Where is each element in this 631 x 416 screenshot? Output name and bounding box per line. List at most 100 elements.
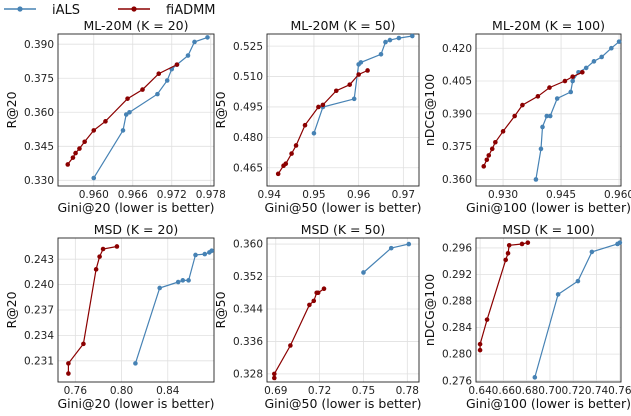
y-tick-label: 0.360 [24, 107, 54, 119]
subplot-3: 0.930 0.945 0.960 0.360 0.375 0.390 0.405 0.420… [422, 18, 631, 215]
data-point-fiadmm [484, 157, 490, 163]
data-point-ials [361, 270, 366, 275]
data-point-ials [193, 252, 198, 258]
series-line-fiadmm [277, 69, 368, 175]
data-point-ials [123, 112, 129, 117]
data-point-ials [155, 91, 160, 97]
data-point-fiadmm [505, 250, 511, 256]
data-point-fiadmm [489, 146, 495, 152]
x-tick-label: 0.72 [308, 385, 331, 397]
subplot-title: MSD (K = 50) [301, 222, 386, 237]
data-point-fiadmm [125, 96, 130, 101]
subplot-title: ML-20M (K = 100) [492, 18, 605, 33]
x-axis-label: Gini@50 (lower is better) [264, 200, 421, 215]
plot-frame [57, 33, 215, 187]
series-ials [361, 241, 412, 275]
data-point-ials [378, 51, 384, 57]
y-tick-label: 0.345 [24, 141, 54, 153]
data-point-fiadmm [293, 143, 299, 148]
data-point-fiadmm [477, 347, 483, 353]
data-point-fiadmm [70, 155, 76, 160]
plot-frame [266, 33, 420, 187]
x-tick-label: 0.960 [604, 189, 631, 201]
series-line-ials [93, 36, 208, 179]
subplot-title: ML-20M (K = 20) [84, 18, 189, 33]
x-axis-label: Gini@20 (lower is better) [57, 396, 214, 411]
subplot-grid: 0.960 0.966 0.972 0.978 0.330 0.345 0.360 0.375… [4, 18, 631, 411]
y-axis-label: nDCG@100 [422, 74, 437, 146]
data-point-fiadmm [562, 78, 568, 84]
data-point-fiadmm [103, 119, 108, 124]
data-point-fiadmm [512, 113, 517, 119]
subplot-5: 0.69 0.72 0.75 0.78 0.328 0.336 0.344 0.352 0.36… [213, 222, 422, 411]
y-tick-label: 0.280 [442, 349, 472, 361]
y-axis-label: R@50 [213, 291, 228, 328]
data-point-fiadmm [316, 104, 321, 110]
x-tick-label: 0.94 [258, 189, 282, 201]
data-point-fiadmm [302, 122, 308, 128]
data-point-ials [91, 175, 97, 181]
data-point-ials [311, 131, 317, 136]
legend: iALS fiADMM [4, 3, 216, 18]
y-tick-label: 0.276 [442, 375, 472, 387]
data-point-fiadmm [275, 171, 281, 177]
y-tick-label: 0.237 [24, 305, 54, 317]
x-tick-label: 0.76 [64, 385, 88, 397]
data-point-fiadmm [486, 153, 492, 158]
data-point-ials [616, 39, 622, 44]
data-point-fiadmm [307, 302, 312, 308]
data-point-fiadmm [520, 102, 525, 108]
x-axis-label: Gini@50 (lower is better) [264, 396, 421, 411]
data-point-fiadmm [321, 286, 327, 292]
data-point-fiadmm [97, 254, 102, 259]
series-fiadmm [272, 286, 327, 381]
subplot-title: MSD (K = 100) [502, 222, 595, 237]
y-tick-label: 0.480 [233, 132, 263, 144]
y-tick-label: 0.344 [233, 304, 263, 316]
x-axis-label: Gini@100 (lower is better) [466, 396, 631, 411]
data-point-fiadmm [73, 150, 78, 156]
data-point-ials [583, 65, 589, 71]
data-point-ials [202, 251, 208, 257]
data-point-ials [127, 109, 132, 115]
data-point-fiadmm [356, 72, 361, 77]
data-point-fiadmm [477, 341, 483, 347]
y-tick-label: 0.240 [24, 279, 54, 291]
x-tick-label: 0.97 [392, 189, 415, 201]
data-point-ials [192, 39, 197, 45]
y-tick-label: 0.330 [24, 175, 54, 187]
data-point-fiadmm [288, 343, 293, 348]
series-line-ials [363, 243, 409, 273]
data-point-fiadmm [289, 151, 294, 156]
plot-frame [475, 237, 622, 383]
data-point-fiadmm [272, 375, 277, 381]
y-tick-label: 0.420 [442, 43, 472, 55]
data-point-fiadmm [114, 244, 120, 249]
data-point-ials [175, 279, 181, 285]
series-line-fiadmm [483, 71, 583, 167]
data-point-fiadmm [547, 85, 552, 90]
x-tick-label: 0.69 [264, 385, 287, 397]
data-point-ials [547, 113, 553, 119]
data-point-fiadmm [174, 62, 180, 67]
data-point-ials [387, 37, 393, 43]
y-tick-label: 0.292 [442, 269, 472, 281]
x-axis-label: Gini@100 (lower is better) [466, 200, 631, 215]
x-tick-label: 0.930 [488, 189, 518, 201]
data-point-ials [591, 59, 597, 64]
y-tick-label: 0.243 [24, 254, 54, 266]
y-tick-label: 0.231 [24, 355, 54, 367]
subplot-2: 0.94 0.95 0.96 0.97 0.465 0.480 0.495 0.510 0.52… [213, 18, 422, 215]
data-point-ials [205, 35, 210, 40]
data-point-ials [388, 245, 394, 251]
y-tick-label: 0.360 [233, 239, 263, 251]
data-point-fiadmm [525, 240, 531, 245]
subplot-title: ML-20M (K = 50) [291, 18, 396, 33]
series-ials [133, 248, 214, 366]
data-point-ials [186, 278, 191, 283]
data-point-fiadmm [500, 129, 506, 134]
legend-fiadmm-label: fiADMM [166, 3, 216, 18]
data-point-fiadmm [100, 246, 106, 252]
x-tick-label: 0.75 [352, 385, 375, 397]
data-point-ials [540, 124, 545, 130]
